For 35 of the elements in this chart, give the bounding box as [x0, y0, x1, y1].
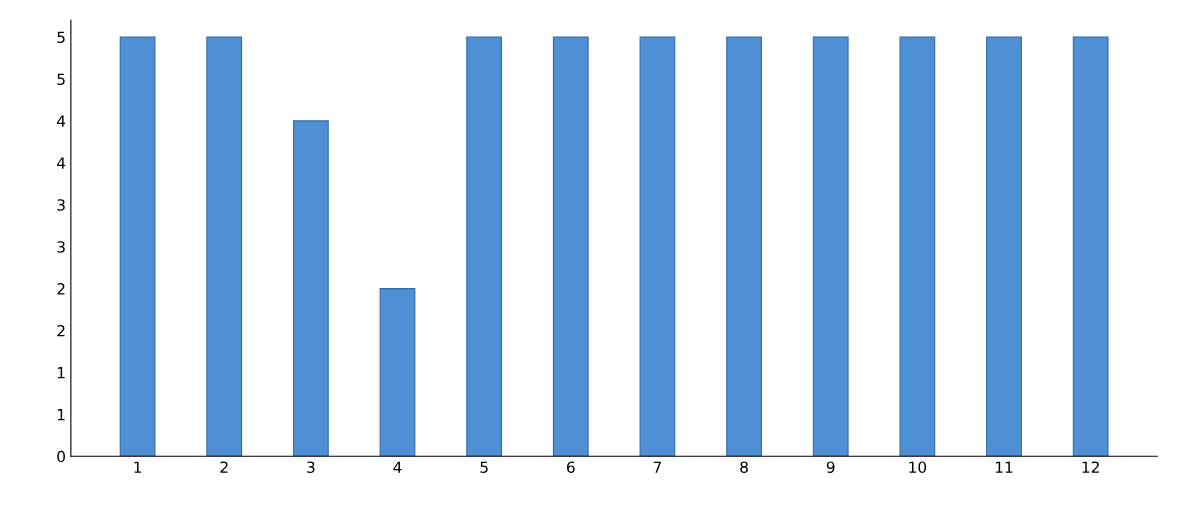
y-tick-label: 3	[57, 241, 65, 253]
bar	[899, 36, 936, 457]
x-tick-label: 11	[995, 461, 1013, 473]
bar	[466, 36, 503, 457]
y-tick-label: 2	[57, 324, 65, 337]
x-tick-label: 8	[740, 461, 748, 473]
bar	[206, 36, 243, 457]
x-tick-label: 2	[220, 461, 228, 473]
y-tick-label: 0	[57, 450, 65, 463]
bar	[986, 36, 1022, 457]
y-tick-label: 4	[57, 115, 66, 127]
bar	[726, 36, 762, 457]
x-tick-label: 1	[134, 461, 142, 473]
y-tick-label: 1	[57, 367, 65, 379]
y-tick-label: 4	[57, 157, 66, 169]
y-tick-label: 2	[57, 283, 65, 295]
bar	[379, 288, 416, 457]
y-tick-label: 5	[57, 31, 65, 44]
y-tick-label: 3	[57, 199, 65, 211]
x-tick-label: 4	[393, 461, 402, 473]
bar	[552, 36, 589, 457]
bar	[1072, 36, 1109, 457]
x-tick-label: 7	[653, 461, 661, 473]
x-tick-label: 6	[567, 461, 575, 473]
y-tick-label: 1	[57, 409, 65, 421]
y-tick-label: 5	[57, 73, 65, 85]
x-tick-label: 5	[480, 461, 488, 473]
x-tick-label: 9	[826, 461, 835, 473]
x-tick-label: 12	[1082, 461, 1099, 473]
bar	[639, 36, 676, 457]
bar	[292, 120, 329, 457]
bar	[119, 36, 156, 457]
x-tick-label: 3	[307, 461, 315, 473]
x-tick-label: 10	[909, 461, 927, 473]
bar	[812, 36, 849, 457]
